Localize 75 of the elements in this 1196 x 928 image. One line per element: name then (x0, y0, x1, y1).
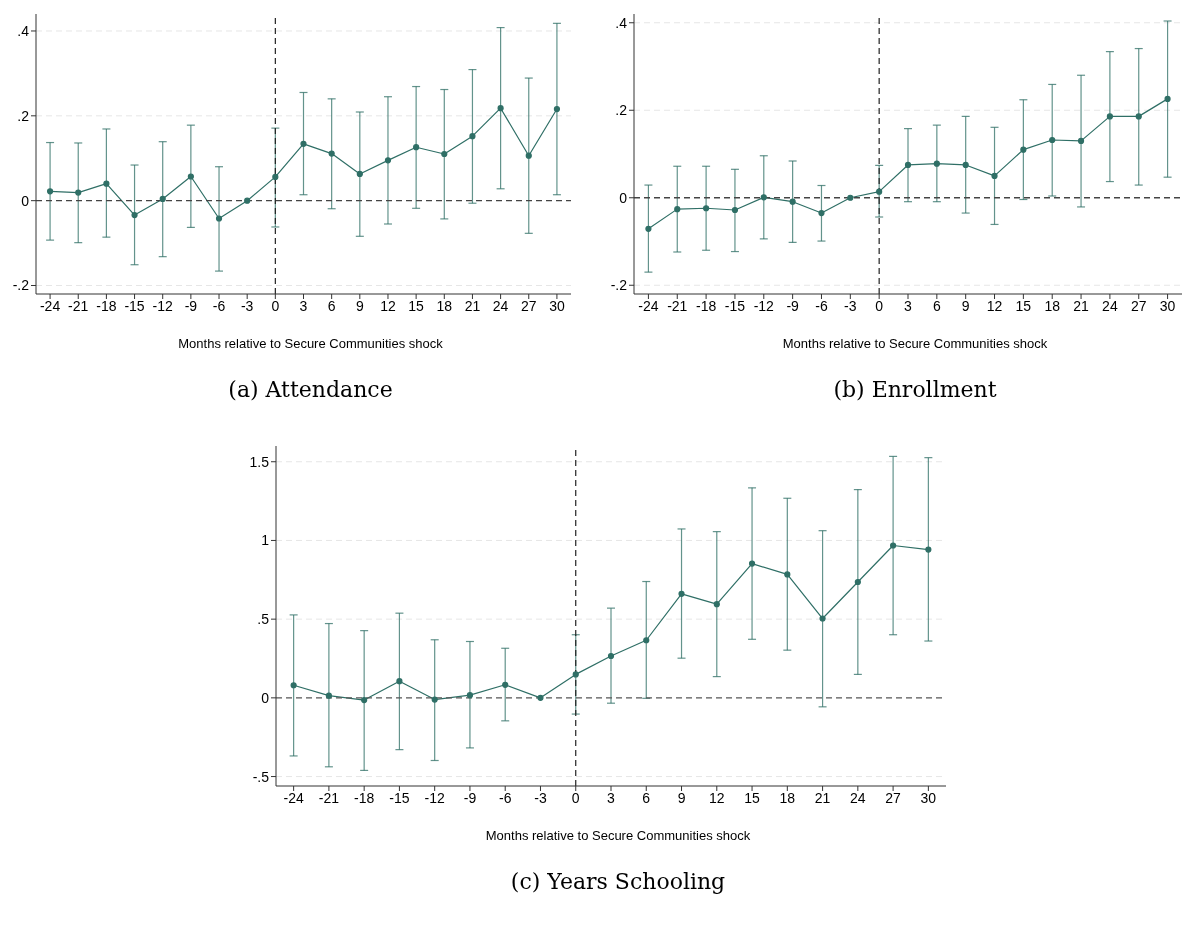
x-tick-label: 30 (1159, 297, 1176, 314)
x-axis-title: Months relative to Secure Communities shock (177, 336, 444, 351)
x-tick-label: 21 (1073, 297, 1090, 314)
x-tick-label: 21 (464, 297, 481, 314)
y-tick-label: .2 (17, 107, 30, 124)
x-tick-label: -21 (68, 297, 89, 314)
x-tick-label: 0 (875, 297, 884, 314)
x-axis-title: Months relative to Secure Communities shock (781, 336, 1049, 351)
x-tick-label: 24 (492, 297, 509, 314)
x-tick-label: -15 (389, 789, 410, 806)
x-tick-label: 18 (436, 297, 453, 314)
y-tick-label: 1.5 (249, 453, 270, 470)
x-tick-label: 9 (961, 297, 970, 314)
x-tick-label: -9 (463, 789, 477, 806)
x-tick-label: -6 (815, 297, 828, 314)
text: (b) Enrollment (832, 377, 998, 402)
x-tick-label: 21 (814, 789, 831, 806)
x-tick-label: -9 (184, 297, 198, 314)
y-tick-label: .2 (615, 102, 628, 119)
x-tick-label: -24 (283, 789, 304, 806)
x-tick-label: -3 (240, 297, 254, 314)
x-axis-title: Months relative to Secure Communities shock (484, 828, 752, 843)
y-tick-label: 1 (261, 532, 270, 549)
x-tick-label: -15 (124, 297, 145, 314)
x-tick-label: -18 (96, 297, 117, 314)
x-tick-label: 15 (744, 789, 761, 806)
x-tick-label: 27 (520, 297, 537, 314)
x-tick-label: -18 (354, 789, 375, 806)
x-tick-label: 15 (408, 297, 425, 314)
x-tick-label: 12 (380, 297, 396, 314)
x-tick-label: -24 (638, 297, 659, 314)
x-tick-label: 6 (642, 789, 651, 806)
x-tick-label: 3 (299, 297, 308, 314)
x-tick-label: 12 (986, 297, 1003, 314)
x-tick-label: -21 (318, 789, 340, 806)
x-tick-label: 30 (920, 789, 937, 806)
x-tick-label: 3 (607, 789, 616, 806)
x-tick-label: -15 (724, 297, 746, 314)
x-tick-label: 15 (1015, 297, 1032, 314)
x-tick-label: -9 (786, 297, 800, 314)
x-tick-label: -18 (695, 297, 717, 314)
x-tick-label: 9 (677, 789, 686, 806)
x-tick-label: -21 (667, 297, 688, 314)
x-tick-label: 18 (779, 789, 796, 806)
x-tick-label: 0 (571, 789, 580, 806)
x-tick-label: -24 (39, 297, 61, 314)
x-tick-label: 12 (709, 789, 725, 806)
x-tick-label: 27 (885, 789, 902, 806)
x-tick-label: 24 (1102, 297, 1118, 314)
x-tick-label: -6 (498, 789, 512, 806)
y-tick-label: .4 (615, 14, 628, 31)
x-tick-label: -12 (424, 789, 446, 806)
y-tick-label: -.2 (12, 277, 30, 294)
x-tick-label: 24 (850, 789, 866, 806)
x-tick-label: -12 (753, 297, 775, 314)
text: (a) Attendance (227, 377, 394, 402)
x-tick-label: -12 (152, 297, 174, 314)
x-tick-label: 3 (904, 297, 913, 314)
y-tick-label: .4 (17, 22, 30, 39)
x-tick-label: -3 (534, 789, 547, 806)
y-tick-label: -.5 (252, 768, 270, 785)
text: (c) Years Schooling (509, 869, 727, 894)
y-tick-label: .5 (257, 611, 270, 628)
y-tick-label: 0 (21, 192, 30, 209)
x-tick-label: -6 (212, 297, 226, 314)
y-tick-label: 0 (619, 189, 628, 206)
x-tick-label: 27 (1130, 297, 1147, 314)
x-tick-label: 18 (1044, 297, 1061, 314)
x-tick-label: -3 (844, 297, 857, 314)
x-tick-label: 9 (355, 297, 364, 314)
x-tick-label: 6 (932, 297, 941, 314)
x-tick-label: 30 (549, 297, 565, 314)
y-tick-label: 0 (261, 689, 270, 706)
x-tick-label: 6 (327, 297, 336, 314)
y-tick-label: -.2 (610, 277, 628, 294)
